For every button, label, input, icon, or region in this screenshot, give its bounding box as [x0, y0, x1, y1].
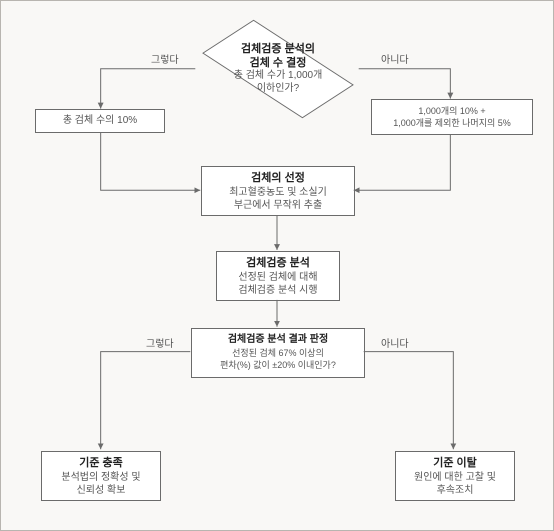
- right1-line1: 1,000개의 10% +: [418, 105, 485, 117]
- left1-text: 총 검체 수의 10%: [63, 114, 137, 128]
- flowchart-frame: 검체검증 분석의 검체 수 결정 총 검체 수가 1,000개 이하인가? 총 …: [0, 0, 554, 531]
- analyze-title: 검체검증 분석: [223, 256, 333, 271]
- fail-title: 기준 이탈: [402, 456, 508, 471]
- pass-title: 기준 충족: [48, 456, 154, 471]
- decision1-title1: 검체검증 분석의: [241, 43, 315, 57]
- analyze-sub2: 검체검증 분석 시행: [223, 284, 333, 298]
- process-pass: 기준 충족 분석법의 정확성 및 신뢰성 확보: [41, 451, 161, 501]
- decision1-sub2: 이하인가?: [257, 83, 299, 96]
- pass-sub2: 신뢰성 확보: [48, 484, 154, 498]
- fail-sub1: 원인에 대한 고찰 및: [402, 471, 508, 485]
- select-sub2: 부근에서 무작위 추출: [208, 199, 348, 213]
- process-analyze: 검체검증 분석 선정된 검체에 대해 검체검증 분석 시행: [216, 251, 340, 301]
- decision2-title: 검체검증 분석 결과 판정: [198, 333, 358, 347]
- decision2-sub1: 선정된 검체 67% 이상의: [198, 347, 358, 359]
- edge-d1-left: [101, 69, 196, 109]
- select-sub1: 최고혈중농도 및 소실기: [208, 186, 348, 200]
- decision-result: 검체검증 분석 결과 판정 선정된 검체 67% 이상의 편차(%) 값이 ±2…: [191, 328, 365, 378]
- process-sample-select: 검체의 선정 최고혈중농도 및 소실기 부근에서 무작위 추출: [201, 166, 355, 216]
- analyze-sub1: 선정된 검체에 대해: [223, 271, 333, 285]
- edge-label-yes-1: 그렇다: [151, 51, 179, 66]
- fail-sub2: 후속조치: [402, 484, 508, 498]
- pass-sub1: 분석법의 정확성 및: [48, 471, 154, 485]
- process-fail: 기준 이탈 원인에 대한 고찰 및 후속조치: [395, 451, 515, 501]
- select-title: 검체의 선정: [208, 171, 348, 186]
- edge-label-yes-2: 그렇다: [146, 335, 174, 350]
- edge-d2-left: [101, 352, 191, 450]
- edge-label-no-2: 아니다: [381, 335, 409, 350]
- edge-left1-select: [101, 133, 201, 191]
- edge-d2-right: [364, 352, 454, 450]
- edge-d1-right: [359, 69, 451, 99]
- decision-node-count: 검체검증 분석의 검체 수 결정 총 검체 수가 1,000개 이하인가?: [196, 27, 360, 111]
- decision1-sub1: 총 검체 수가 1,000개: [234, 70, 323, 83]
- right1-line2: 1,000개를 제외한 나머지의 5%: [393, 117, 511, 129]
- edge-label-no-1: 아니다: [381, 51, 409, 66]
- process-ten-percent: 총 검체 수의 10%: [35, 109, 165, 133]
- edge-right1-select: [354, 134, 451, 190]
- decision1-title2: 검체 수 결정: [250, 57, 307, 71]
- decision2-sub2: 편차(%) 값이 ±20% 이내인가?: [198, 359, 358, 371]
- process-over-thousand: 1,000개의 10% + 1,000개를 제외한 나머지의 5%: [371, 99, 533, 135]
